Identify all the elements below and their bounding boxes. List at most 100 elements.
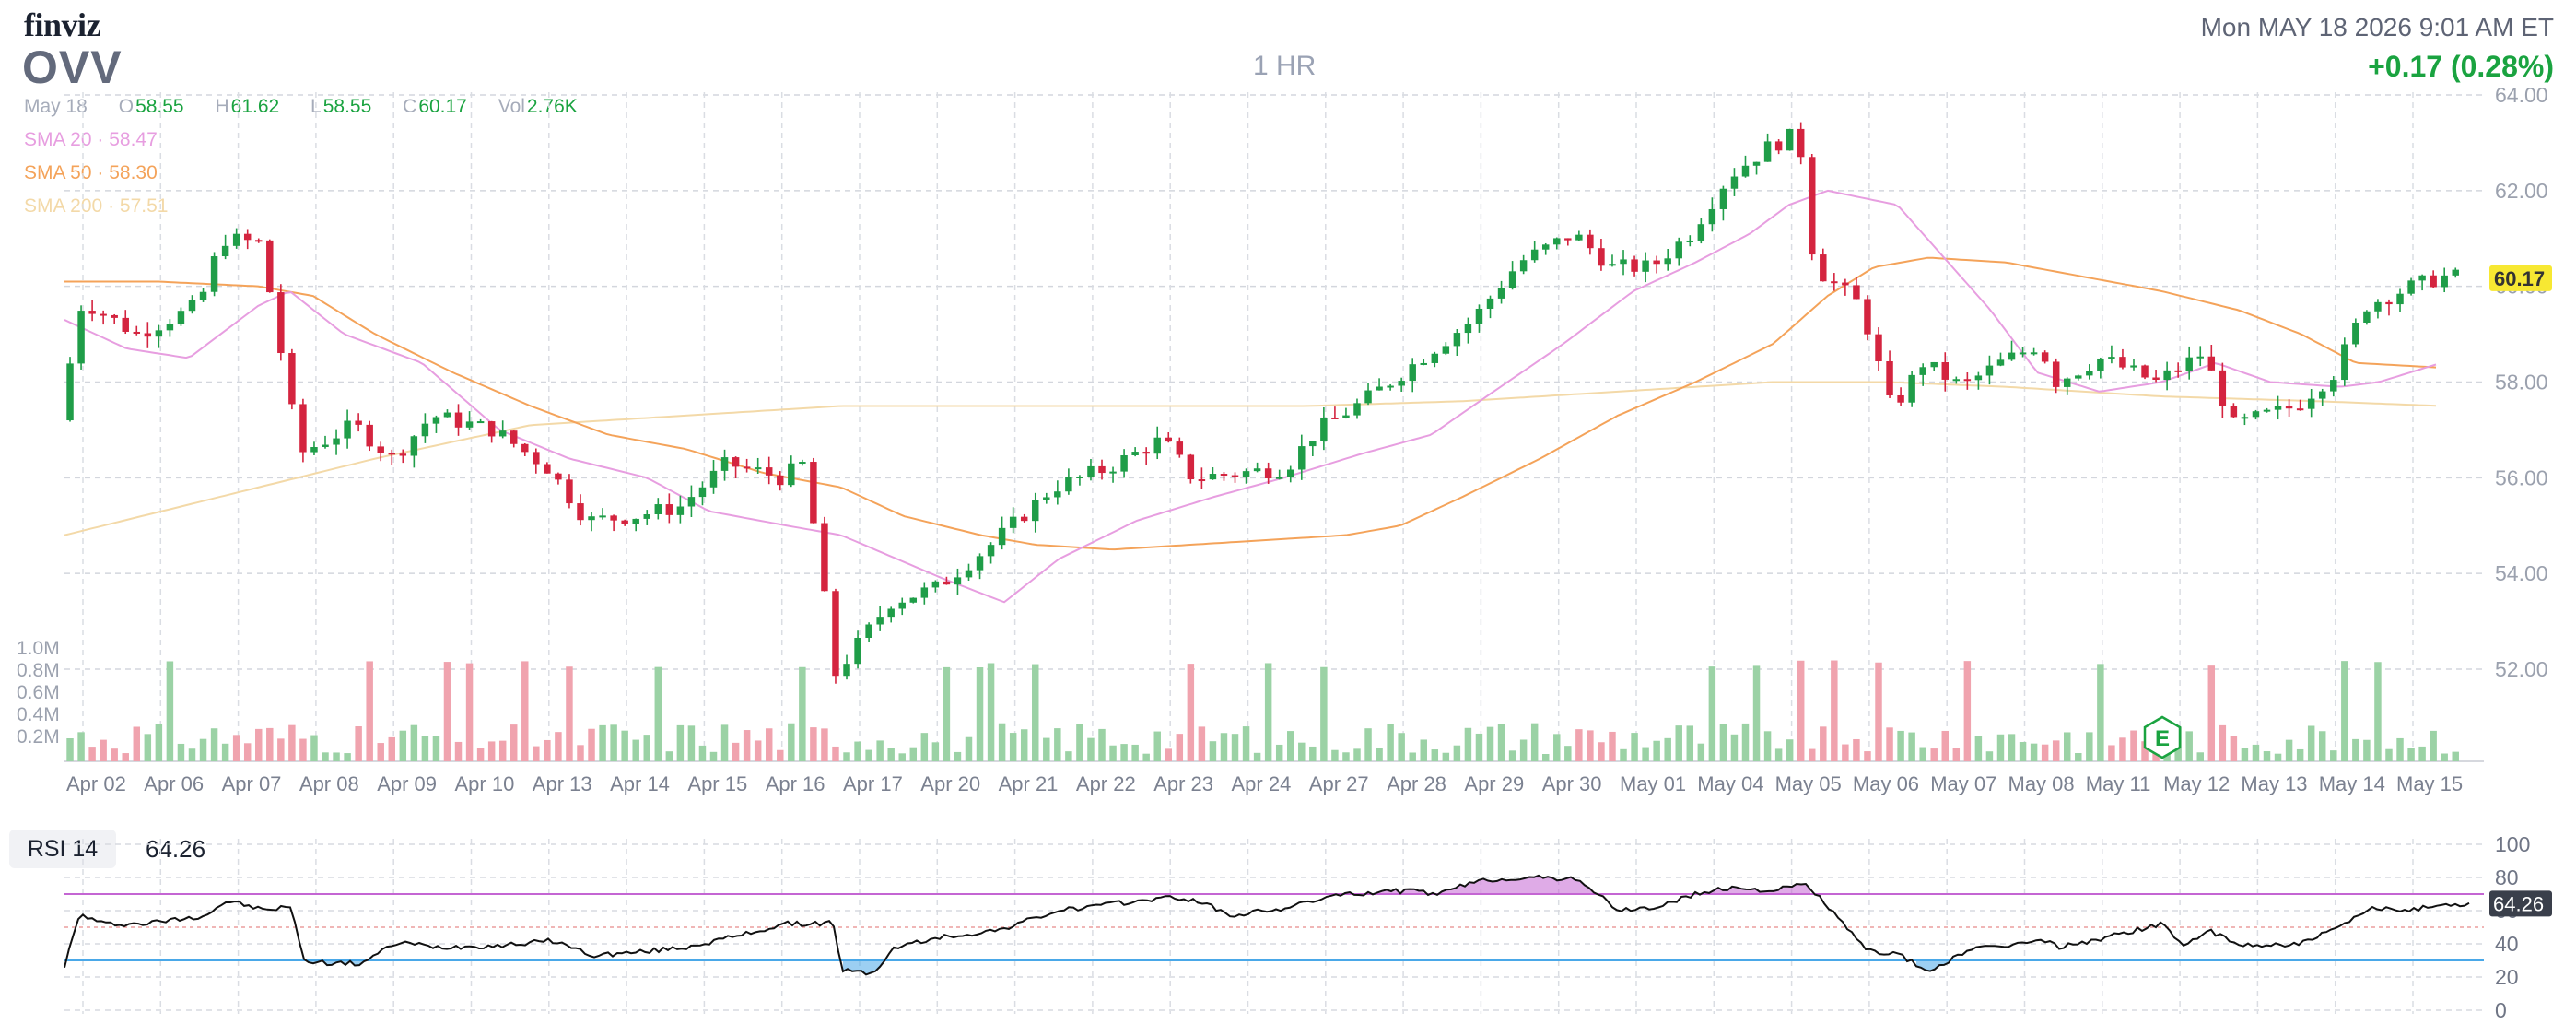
candle-body [1631, 259, 1637, 271]
volume-bar [100, 740, 106, 761]
volume-bar [521, 661, 528, 761]
candle-body [66, 363, 73, 420]
volume-bar [1664, 738, 1670, 761]
volume-bar [1465, 728, 1471, 761]
sma200-line [64, 383, 2436, 536]
volume-bar [2130, 731, 2137, 761]
date-tick-label: Apr 24 [1232, 772, 1292, 795]
candle-body [233, 234, 240, 246]
candle-body [799, 462, 805, 464]
volume-bar [1054, 728, 1060, 761]
candle-body [2075, 375, 2081, 378]
candlesticks [66, 123, 2459, 684]
candle-body [1109, 472, 1116, 474]
volume-bar [167, 661, 173, 761]
date-tick-label: Apr 08 [299, 772, 359, 795]
candle-body [88, 311, 95, 314]
earnings-marker-group: E [2145, 717, 2180, 758]
candle-body [1997, 359, 2004, 365]
candle-body [1831, 281, 1837, 283]
volume-bar [566, 666, 572, 761]
candle-body [1553, 238, 1560, 244]
date-tick-label: May 05 [1775, 772, 1842, 795]
volume-bar [1032, 665, 1038, 761]
candle-body [2163, 371, 2170, 380]
candle-body [2441, 276, 2447, 288]
volume-bar [1276, 745, 1282, 761]
volume-bar [744, 730, 750, 761]
volume-bar [123, 753, 129, 761]
candle-body [2174, 371, 2181, 372]
volume-bar [1087, 738, 1094, 761]
volume-bar [2407, 748, 2414, 761]
candle-body [966, 571, 972, 578]
candle-body [876, 617, 883, 624]
candle-body [1476, 309, 1482, 324]
volume-bar [721, 724, 728, 761]
candle-body [1032, 500, 1038, 521]
date-tick-label: Apr 17 [843, 772, 903, 795]
candle-body [1709, 209, 1715, 224]
candle-body [400, 453, 406, 455]
volume-axis: 1.0M0.8M0.6M0.4M0.2M [17, 638, 60, 748]
volume-bar [599, 725, 605, 761]
candle-body [1886, 361, 1892, 395]
candle-body [2141, 365, 2148, 377]
volume-bar [2374, 662, 2381, 761]
candle-body [655, 504, 662, 514]
volume-tick-label: 1.0M [17, 638, 60, 659]
candle-body [1131, 452, 1138, 455]
volume-bar [222, 744, 228, 761]
volume-bar [1287, 731, 1294, 761]
volume-bar [2097, 664, 2103, 761]
candle-body [2086, 371, 2092, 376]
candle-body [599, 515, 605, 517]
date-tick-label: May 12 [2163, 772, 2230, 795]
candle-body [577, 503, 583, 520]
volume-bar [1864, 751, 1870, 761]
volume-bar [1076, 724, 1083, 761]
candle-body [999, 528, 1005, 545]
volume-bar [966, 737, 972, 761]
candle-body [2152, 378, 2159, 380]
candle-body [1188, 454, 1194, 479]
volume-bar [244, 743, 251, 761]
price-tick-label: 62.00 [2495, 179, 2548, 203]
candle-body [1786, 129, 1793, 150]
rsi-value-tag-label: 64.26 [2493, 892, 2544, 915]
candle-body [211, 256, 217, 292]
candle-body [1564, 238, 1571, 240]
volume-bar [921, 733, 928, 761]
volume-bar [1564, 746, 1571, 761]
volume-bar [832, 747, 838, 761]
volume-bar [322, 752, 328, 761]
candle-body [244, 234, 251, 241]
candle-body [366, 425, 372, 447]
volume-bar [644, 735, 650, 761]
candle-body [921, 587, 928, 597]
volume-bar [1642, 748, 1648, 761]
candle-body [2185, 358, 2192, 371]
candle-body [389, 453, 395, 454]
volume-bar [1409, 752, 1415, 761]
candle-body [2297, 408, 2303, 410]
volume-bar [533, 747, 539, 761]
volume-bar [499, 741, 506, 761]
candle-body [322, 445, 328, 447]
volume-bar [2086, 732, 2092, 761]
volume-bar [2418, 747, 2425, 761]
volume-bar [1487, 727, 1493, 761]
candle-body [111, 315, 117, 318]
candle-body [2363, 312, 2370, 323]
candle-body [1353, 403, 1360, 415]
candle-body [1575, 235, 1582, 241]
candle-body [1065, 477, 1071, 492]
volume-bar [1653, 741, 1659, 761]
volume-bar [1254, 753, 1260, 761]
volume-bar [1520, 739, 1527, 761]
volume-bar [1364, 728, 1371, 761]
candle-body [732, 457, 739, 466]
candle-body [1465, 324, 1471, 333]
volume-bars [66, 661, 2459, 761]
